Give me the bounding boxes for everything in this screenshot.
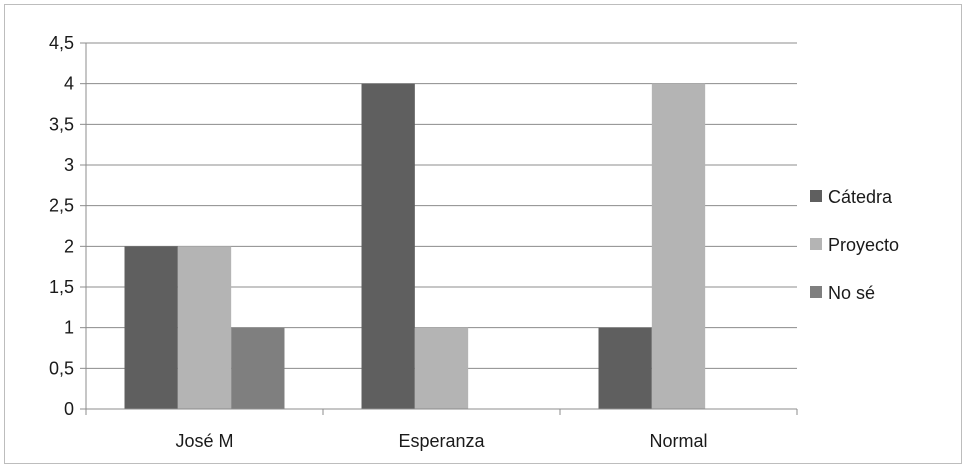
legend-label: Proyecto bbox=[828, 235, 899, 255]
y-axis: 0 0,5 1 1,5 2 2,5 3 3,5 4 4,5 bbox=[49, 33, 87, 419]
bar-proyecto-esperanza bbox=[414, 327, 469, 409]
bars bbox=[124, 83, 706, 410]
y-tick-label: 4,5 bbox=[49, 33, 74, 53]
bar-proyecto-normal bbox=[651, 83, 706, 410]
bar-proyecto-jos-m bbox=[177, 246, 232, 409]
x-axis: José M Esperanza Normal bbox=[85, 408, 798, 451]
y-tick-label: 1 bbox=[64, 318, 74, 338]
y-tick-label: 3,5 bbox=[49, 114, 74, 134]
legend-label: Cátedra bbox=[828, 187, 893, 207]
x-tick-label: Esperanza bbox=[398, 431, 485, 451]
bar-c-tedra-normal bbox=[598, 327, 652, 409]
legend: Cátedra Proyecto No sé bbox=[810, 187, 899, 303]
y-tick-label: 0 bbox=[64, 399, 74, 419]
y-tick-label: 2,5 bbox=[49, 196, 74, 216]
bar-c-tedra-jos-m bbox=[124, 246, 178, 409]
legend-swatch bbox=[810, 286, 822, 298]
legend-swatch bbox=[810, 190, 822, 202]
legend-label: No sé bbox=[828, 283, 875, 303]
y-tick-label: 2 bbox=[64, 236, 74, 256]
y-tick-label: 0,5 bbox=[49, 358, 74, 378]
legend-swatch bbox=[810, 238, 822, 250]
bar-c-tedra-esperanza bbox=[361, 83, 415, 410]
y-tick-label: 4 bbox=[64, 74, 74, 94]
x-tick-label: Normal bbox=[649, 431, 707, 451]
bar-no-s--jos-m bbox=[231, 327, 285, 409]
y-tick-label: 3 bbox=[64, 155, 74, 175]
y-tick-label: 1,5 bbox=[49, 277, 74, 297]
x-tick-label: José M bbox=[175, 431, 233, 451]
